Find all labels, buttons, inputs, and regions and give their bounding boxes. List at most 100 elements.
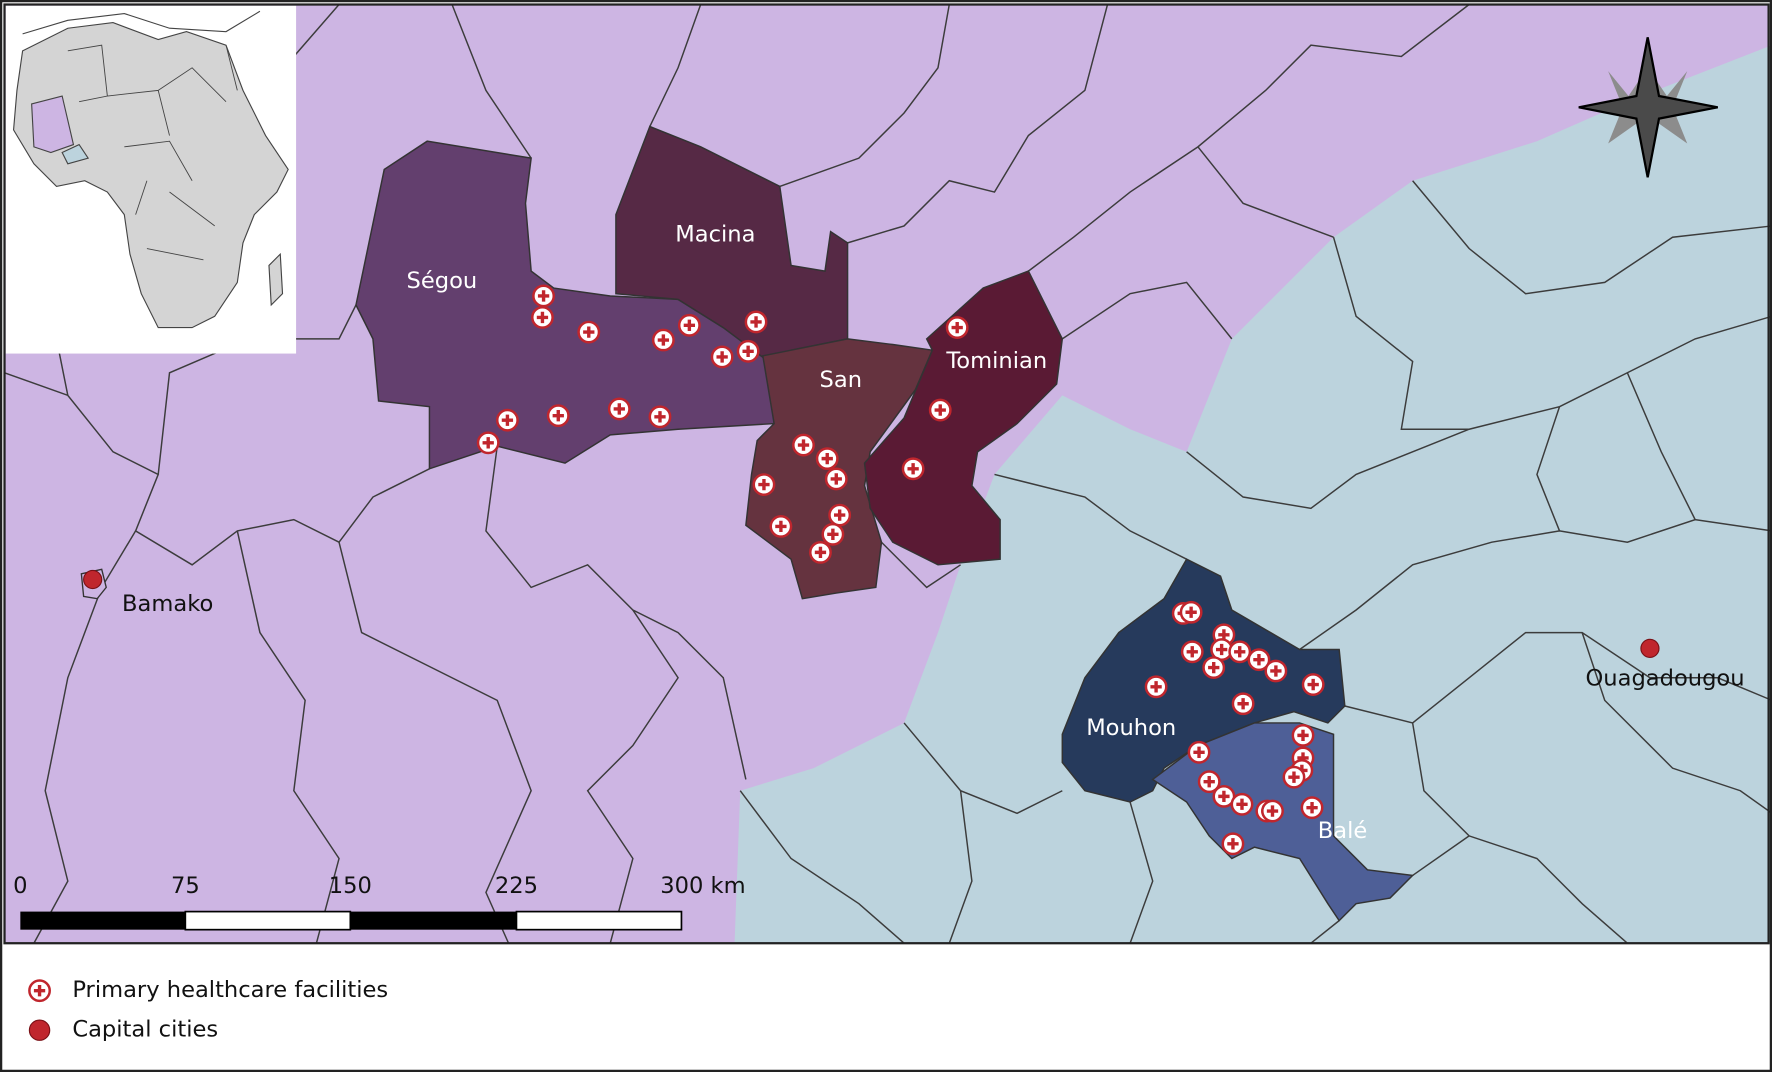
facility-marker bbox=[815, 447, 839, 471]
marker-cross bbox=[657, 334, 670, 346]
marker-cross bbox=[742, 345, 754, 357]
marker-cross bbox=[683, 319, 696, 331]
marker-cross bbox=[654, 411, 666, 423]
marker-cross bbox=[1306, 802, 1318, 814]
marker-cross bbox=[536, 311, 549, 324]
legend-facility-symbol bbox=[28, 979, 51, 1003]
region-mouhon bbox=[1061, 558, 1346, 803]
facility-marker bbox=[1282, 765, 1306, 789]
marker-cross bbox=[1266, 805, 1279, 817]
facility-marker bbox=[1231, 692, 1255, 716]
marker-cross bbox=[775, 520, 787, 533]
region-label: San bbox=[820, 367, 862, 393]
map-frame bbox=[3, 3, 1770, 945]
marker-cross bbox=[797, 439, 810, 451]
marker-cross bbox=[716, 351, 728, 363]
facility-marker bbox=[901, 457, 925, 481]
facility-marker bbox=[1179, 600, 1203, 624]
marker-cross bbox=[1234, 646, 1246, 658]
marker-cross bbox=[1253, 654, 1265, 666]
facility-marker bbox=[1197, 770, 1221, 794]
facility-marker bbox=[744, 310, 768, 334]
facility-marker bbox=[1212, 784, 1236, 808]
marker-cross bbox=[613, 403, 625, 415]
marker-cross bbox=[951, 321, 963, 334]
region-label: Balé bbox=[1318, 818, 1368, 844]
marker-cross bbox=[482, 437, 494, 449]
scale-bar bbox=[20, 910, 683, 931]
marker-cross bbox=[1186, 646, 1198, 658]
marker-cross bbox=[821, 452, 833, 465]
facility-marker bbox=[769, 514, 793, 538]
facility-marker bbox=[928, 398, 952, 422]
country-burkina bbox=[734, 45, 1772, 944]
marker-cross bbox=[552, 410, 564, 422]
facility-marker bbox=[945, 316, 969, 339]
facility-marker bbox=[710, 345, 734, 369]
region-tominian bbox=[863, 270, 1064, 566]
marker-cross bbox=[1237, 698, 1249, 710]
facility-marker bbox=[648, 405, 672, 429]
capital-marker bbox=[1640, 638, 1660, 658]
scale-label: 225 bbox=[495, 873, 538, 899]
region-bale bbox=[1151, 722, 1415, 922]
facility-marker bbox=[1180, 640, 1204, 664]
facility-marker bbox=[1187, 740, 1211, 764]
marker-cross bbox=[1203, 776, 1215, 788]
facility-marker bbox=[651, 328, 675, 352]
marker-cross bbox=[1270, 665, 1282, 677]
facility-marker bbox=[821, 522, 845, 546]
marker-cross bbox=[1185, 606, 1197, 618]
marker-cross bbox=[1297, 729, 1309, 742]
marker-cross bbox=[834, 509, 846, 521]
legend-label: Capital cities bbox=[72, 1017, 218, 1043]
facility-marker bbox=[1291, 723, 1315, 747]
facility-marker bbox=[1202, 656, 1226, 680]
marker-cross bbox=[827, 528, 839, 540]
legend-label: Primary healthcare facilities bbox=[72, 977, 388, 1003]
facility-marker bbox=[792, 433, 815, 457]
facility-marker bbox=[1230, 792, 1254, 816]
marker-cross bbox=[934, 404, 946, 416]
facility-marker bbox=[736, 339, 760, 363]
marker-cross bbox=[1227, 838, 1239, 850]
facility-marker bbox=[1144, 675, 1168, 699]
marker-cross bbox=[830, 473, 842, 485]
facility-marker bbox=[28, 979, 51, 1003]
facility-marker bbox=[1247, 648, 1271, 672]
legend-capital-symbol bbox=[28, 1019, 51, 1041]
marker-cross bbox=[1150, 681, 1162, 693]
facility-marker bbox=[1261, 799, 1284, 823]
marker-cross bbox=[501, 414, 514, 426]
facility-marker bbox=[531, 306, 554, 329]
facility-marker bbox=[532, 284, 555, 308]
region-label: Ségou bbox=[407, 268, 478, 294]
marker-cross bbox=[33, 985, 46, 997]
capital-marker bbox=[83, 569, 103, 590]
facility-marker bbox=[496, 408, 519, 432]
marker-cross bbox=[758, 478, 770, 491]
inset-map bbox=[5, 5, 297, 354]
marker-cross bbox=[1288, 771, 1300, 783]
marker-cross bbox=[537, 290, 550, 302]
marker-cross bbox=[750, 316, 762, 328]
facility-marker bbox=[476, 431, 500, 455]
scale-label: 0 bbox=[13, 873, 27, 899]
facility-marker bbox=[607, 397, 631, 421]
marker-cross bbox=[814, 546, 827, 559]
scale-label: 75 bbox=[171, 873, 200, 899]
city-label: Ouagadougou bbox=[1586, 665, 1745, 691]
marker-cross bbox=[1208, 661, 1220, 674]
city-label: Bamako bbox=[122, 591, 213, 617]
region-macina bbox=[615, 125, 849, 363]
facility-marker bbox=[546, 404, 570, 428]
region-label: Mouhon bbox=[1086, 715, 1176, 741]
facility-marker bbox=[809, 540, 832, 564]
facility-markers bbox=[476, 284, 1325, 856]
north-arrow bbox=[1578, 37, 1718, 178]
region-label: Macina bbox=[675, 221, 755, 247]
marker-cross bbox=[1215, 643, 1228, 656]
